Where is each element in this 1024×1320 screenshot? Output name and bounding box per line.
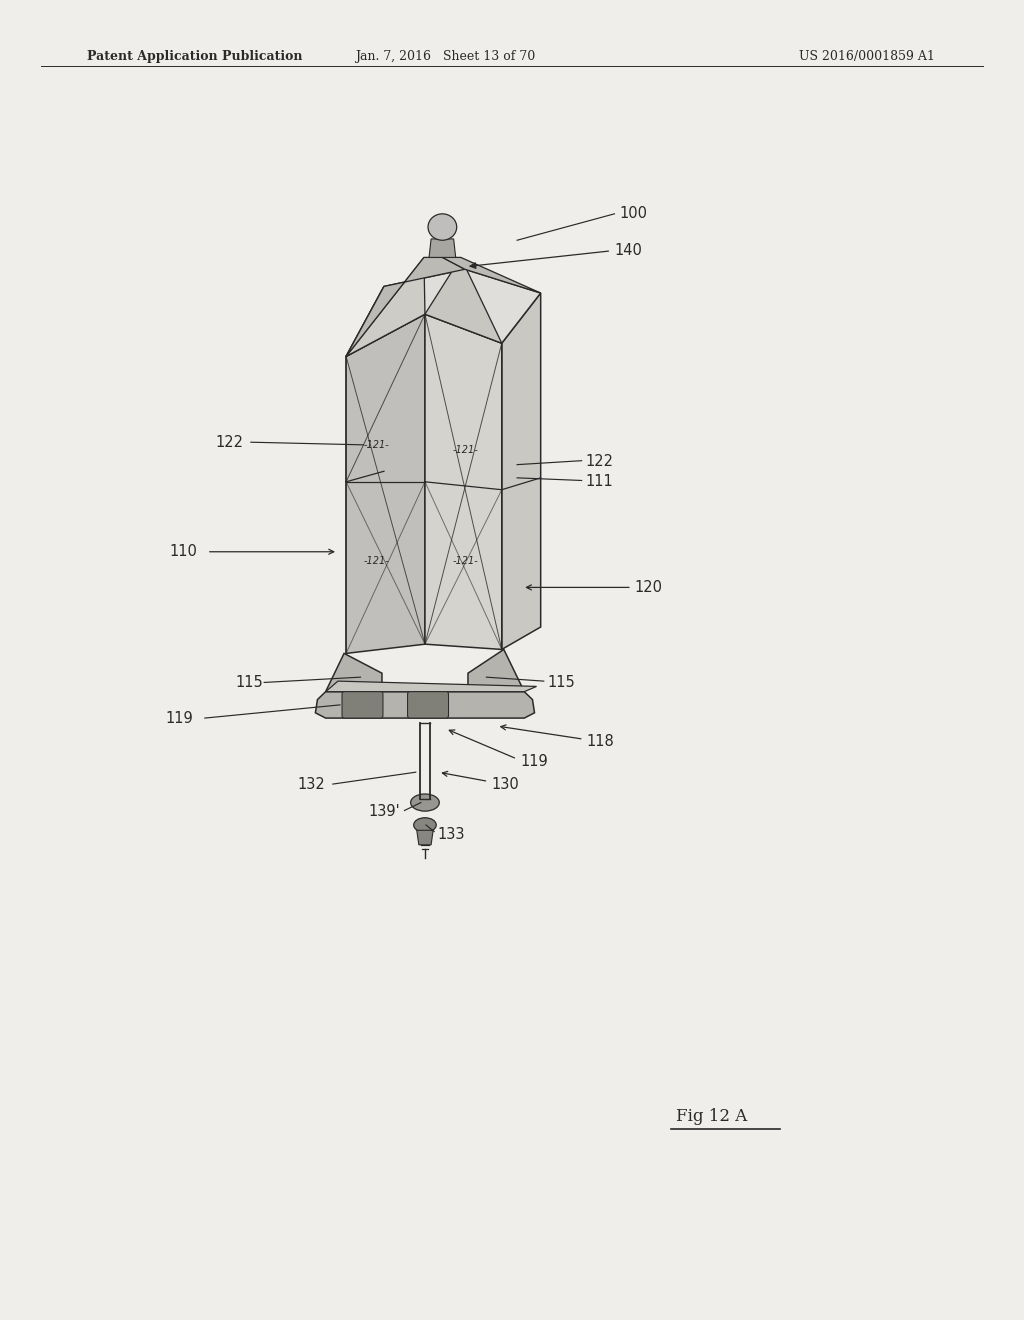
Text: 140: 140 [614, 243, 642, 259]
Text: 110: 110 [169, 544, 197, 560]
Polygon shape [417, 830, 433, 845]
Ellipse shape [414, 817, 436, 833]
Text: Fig 12 A: Fig 12 A [676, 1107, 748, 1125]
Text: 139': 139' [369, 804, 400, 820]
Polygon shape [346, 257, 425, 356]
Text: 133: 133 [437, 826, 465, 842]
Text: 111: 111 [586, 474, 613, 490]
Text: Jan. 7, 2016   Sheet 13 of 70: Jan. 7, 2016 Sheet 13 of 70 [355, 50, 536, 63]
Text: 120: 120 [635, 579, 663, 595]
Polygon shape [425, 314, 502, 649]
Text: 115: 115 [548, 675, 575, 690]
Text: 119: 119 [166, 710, 194, 726]
Polygon shape [502, 293, 541, 649]
Text: US 2016/0001859 A1: US 2016/0001859 A1 [799, 50, 935, 63]
Polygon shape [346, 286, 384, 653]
Polygon shape [468, 649, 524, 692]
Polygon shape [346, 269, 541, 356]
Polygon shape [442, 257, 541, 293]
Ellipse shape [428, 214, 457, 240]
Text: -121-: -121- [364, 556, 390, 566]
Text: -121-: -121- [453, 556, 479, 566]
FancyBboxPatch shape [408, 692, 449, 718]
Text: 122: 122 [215, 434, 243, 450]
Ellipse shape [411, 793, 439, 810]
Polygon shape [425, 257, 502, 343]
Text: -121-: -121- [364, 440, 390, 450]
Text: Patent Application Publication: Patent Application Publication [87, 50, 302, 63]
Polygon shape [326, 653, 382, 692]
Polygon shape [326, 681, 537, 692]
Text: 100: 100 [620, 206, 647, 222]
Text: 122: 122 [586, 454, 613, 470]
Text: 119: 119 [520, 754, 548, 770]
Text: -121-: -121- [453, 445, 479, 455]
FancyBboxPatch shape [342, 692, 383, 718]
Text: 130: 130 [492, 776, 519, 792]
Text: 115: 115 [236, 675, 263, 690]
Text: 132: 132 [297, 776, 325, 792]
Polygon shape [346, 314, 425, 653]
Polygon shape [315, 692, 535, 718]
Polygon shape [429, 239, 456, 257]
Polygon shape [346, 257, 465, 356]
Text: 118: 118 [587, 734, 614, 750]
